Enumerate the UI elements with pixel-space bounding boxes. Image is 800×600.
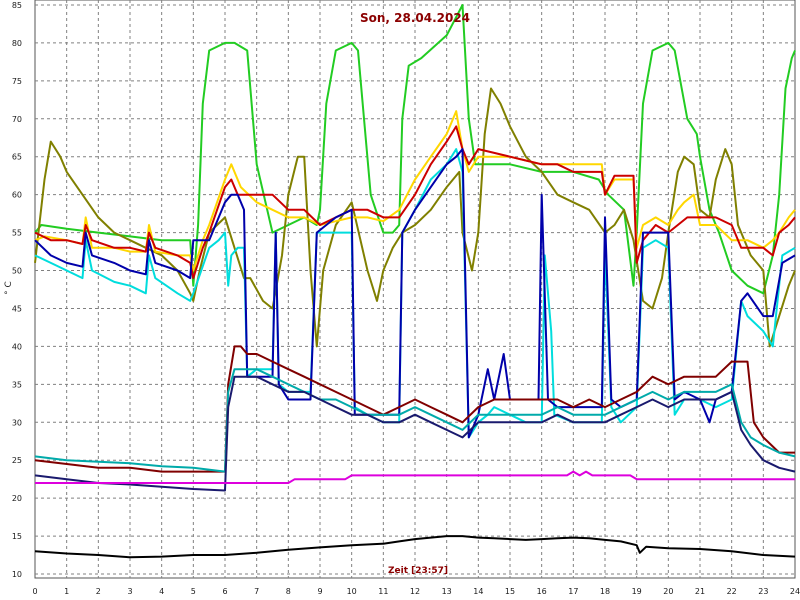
x-tick-label: 13 bbox=[442, 587, 452, 596]
y-tick-labels: 10 15 20 25 30 35 40 45 50 55 60 65 70 75 80 85 bbox=[12, 1, 22, 579]
x-tick-label: 23 bbox=[758, 587, 768, 596]
series-line-6 bbox=[34, 148, 796, 439]
series-line-3 bbox=[34, 110, 796, 272]
x-tick-label: 10 bbox=[347, 587, 357, 596]
x-tick-label: 5 bbox=[191, 587, 196, 596]
x-tick-label: 19 bbox=[632, 587, 642, 596]
y-tick-label: 75 bbox=[12, 77, 22, 86]
y-tick-label: 55 bbox=[12, 229, 22, 238]
x-tick-label: 8 bbox=[286, 587, 291, 596]
series-line-8 bbox=[34, 368, 796, 473]
y-tick-label: 25 bbox=[12, 456, 22, 465]
y-tick-label: 60 bbox=[12, 191, 22, 200]
series-line-4 bbox=[34, 125, 796, 280]
series-line-7 bbox=[34, 345, 795, 473]
x-tick-label: 15 bbox=[505, 587, 515, 596]
x-tick-label: 4 bbox=[159, 587, 164, 596]
x-tick-label: 9 bbox=[317, 587, 322, 596]
series-line-9 bbox=[34, 375, 796, 492]
x-tick-label: 0 bbox=[32, 587, 37, 596]
x-tick-label: 1 bbox=[64, 587, 69, 596]
y-tick-label: 65 bbox=[12, 153, 22, 162]
y-tick-label: 10 bbox=[12, 570, 22, 579]
x-tick-label: 11 bbox=[378, 587, 388, 596]
series-line-11 bbox=[34, 535, 796, 559]
y-tick-label: 40 bbox=[12, 342, 22, 351]
y-tick-label: 70 bbox=[12, 115, 22, 124]
x-tick-label: 21 bbox=[695, 587, 705, 596]
x-tick-label: 18 bbox=[600, 587, 610, 596]
x-tick-label: 24 bbox=[790, 587, 800, 596]
x-tick-label: 2 bbox=[96, 587, 101, 596]
x-tick-label: 6 bbox=[222, 587, 227, 596]
grid bbox=[34, 0, 796, 578]
chart-title: Son, 28.04.2024 bbox=[360, 11, 470, 25]
x-tick-label: 7 bbox=[254, 587, 259, 596]
x-tick-label: 17 bbox=[568, 587, 578, 596]
y-tick-label: 50 bbox=[12, 267, 22, 276]
y-tick-label: 80 bbox=[12, 39, 22, 48]
y-tick-label: 20 bbox=[12, 494, 22, 503]
y-tick-label: 35 bbox=[12, 380, 22, 389]
x-tick-label: 20 bbox=[663, 587, 673, 596]
x-tick-label: 16 bbox=[537, 587, 547, 596]
y-tick-label: 85 bbox=[12, 1, 22, 10]
y-axis-label: ° C bbox=[4, 281, 14, 295]
x-tick-label: 14 bbox=[473, 587, 483, 596]
x-axis-label: Zeit [23:57] bbox=[388, 566, 448, 576]
series-line-1 bbox=[34, 4, 796, 295]
x-tick-label: 12 bbox=[410, 587, 420, 596]
x-tick-label: 22 bbox=[727, 587, 737, 596]
x-tick-labels: 0 1 2 3 4 5 6 7 8 9 10 11 12 13 14 15 16 17 18 19 20 21 22 23 24 bbox=[32, 587, 800, 596]
series-layer bbox=[34, 4, 796, 559]
y-tick-label: 30 bbox=[12, 418, 22, 427]
y-tick-label: 15 bbox=[12, 532, 22, 541]
series-line-10 bbox=[35, 470, 795, 484]
y-tick-label: 45 bbox=[12, 304, 22, 313]
x-tick-label: 3 bbox=[127, 587, 132, 596]
